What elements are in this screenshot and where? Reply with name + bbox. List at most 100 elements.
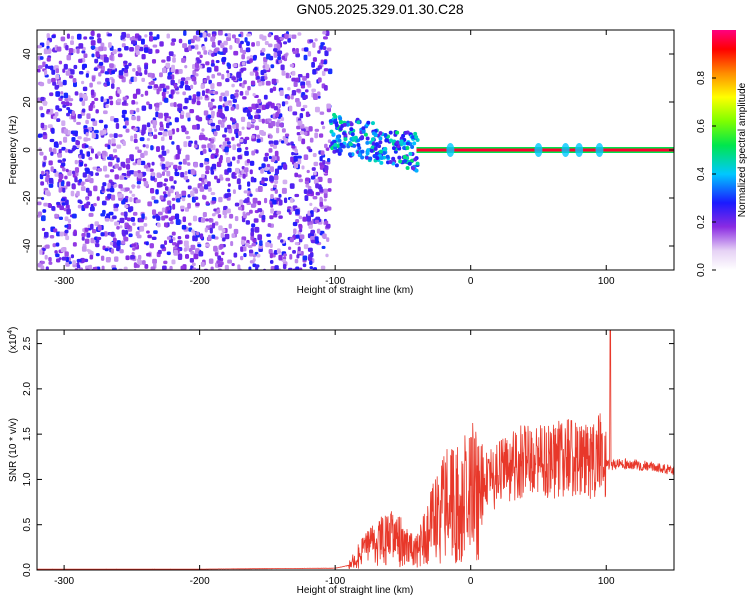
spectrogram-cell [317,50,321,54]
spectrogram-cell [288,105,293,112]
spectrogram-cell [281,128,286,133]
spectrogram-cell [211,74,216,79]
spectrogram-cell [215,148,219,154]
spectrogram-cell [195,202,200,207]
spectrogram-cell [283,197,288,204]
spectrogram-cell [148,133,153,137]
spectrogram-cell [210,154,215,159]
spectrogram-cell [192,35,198,41]
spectrogram-cell [150,266,156,270]
spectrogram-cell [61,120,66,127]
spectrogram-cell [388,160,393,165]
spectrogram-cell [161,59,166,63]
spectrogram-cell [166,170,171,177]
spectrogram-cell [255,71,259,77]
spectrogram-cell [191,262,196,267]
spectrogram-cell [403,158,408,163]
spectrogram-cell [317,176,323,183]
spectrogram-cell [218,51,224,55]
spectrogram-cell [152,258,157,264]
spectrogram-cell [319,156,323,162]
spectrogram-cell [101,150,107,157]
spectrogram-cell [272,144,278,149]
spectrogram-cell [151,236,157,240]
spectrogram-cell [229,45,233,50]
spectrogram-cell [190,250,195,255]
spectrogram-cell [87,174,91,180]
spectrogram-cell [102,182,107,187]
spectrogram-cell [323,192,328,199]
spectrogram-cell [245,220,250,225]
spectrogram-cell [356,120,361,125]
spectrogram-cell [55,242,60,247]
spectrogram-cell [144,90,149,96]
spectrogram-cell [338,116,343,121]
spectrogram-cell [360,149,365,154]
spectrogram-cell [154,128,158,133]
spectrogram-cell [53,228,58,233]
spectrogram-cell [152,120,158,126]
spectrogram-cell [226,70,230,74]
spectrogram-cell [219,112,224,118]
spectrogram-cell [76,121,81,125]
spectrogram-cell [188,95,192,101]
spectrogram-cell [61,146,66,151]
spectrogram-cell [64,224,69,228]
spectrogram-cell [284,100,289,105]
spectrogram-cell [162,131,168,137]
spectrogram-cell [58,140,62,145]
spectrogram-cell [104,248,109,252]
spectrogram-cell [152,215,156,219]
spectrogram-cell [161,207,166,213]
spectrogram-cell [153,230,158,235]
x-tick-label: -300 [54,576,74,587]
spectrogram-cell [241,166,245,170]
spectrogram-cell [76,33,82,40]
spectrogram-cell [258,118,263,123]
spectrogram-cell [101,185,105,192]
spectrogram-cell [124,187,130,191]
spectrogram-cell [375,156,380,161]
spectrogram-cell [107,193,112,199]
spectrogram-cell [51,34,56,39]
spectrogram-cell [305,80,311,86]
spectrogram-cell [140,93,144,98]
spectrogram-cell [403,130,408,135]
spectrogram-cell [113,183,118,188]
spectrogram-cell [277,44,281,51]
x-tick-label: 100 [598,576,615,587]
spectrogram-cell [240,40,244,45]
spectrogram-cell [211,41,216,48]
spectrogram-cell [71,213,77,219]
snr-panel: -300 -200 -100 0 100 0.0 0.5 1.0 1.5 2.0 2.5 Heig… [7,327,675,596]
spectrogram-cell [270,266,275,270]
spectrogram-cell [323,198,327,202]
spectrogram-cell [82,172,87,178]
spectrogram-cell [292,250,296,254]
spectrogram-cell [317,91,321,97]
spectrogram-cell [159,72,163,78]
spectrogram-cell [146,137,150,142]
spectrogram-cell [269,175,274,182]
spectrogram-cell [217,268,222,270]
spectrogram-cell [240,116,246,122]
spectrogram-cell [103,110,108,115]
spectrogram-cell [45,266,49,270]
spectrogram-cell [296,125,301,130]
spectrogram-cell [314,132,319,139]
spectrogram-cell [327,188,332,192]
spectrogram-cell [43,155,47,161]
spectrogram-cell [85,73,89,78]
spectrogram-cell [133,262,137,269]
spectrogram-cell [92,266,98,270]
spectrogram-cell [314,128,320,132]
spectrogram-cell [282,135,286,141]
spectrogram-cell [274,168,280,175]
spectrogram-cell [220,44,225,49]
spectrogram-cell [165,62,171,68]
spectrogram-cell [292,111,298,116]
spectrogram-cell [115,203,119,208]
spectrogram-cell [42,131,47,136]
spectrogram-cell [59,231,64,237]
spectrogram-cell [58,216,64,221]
